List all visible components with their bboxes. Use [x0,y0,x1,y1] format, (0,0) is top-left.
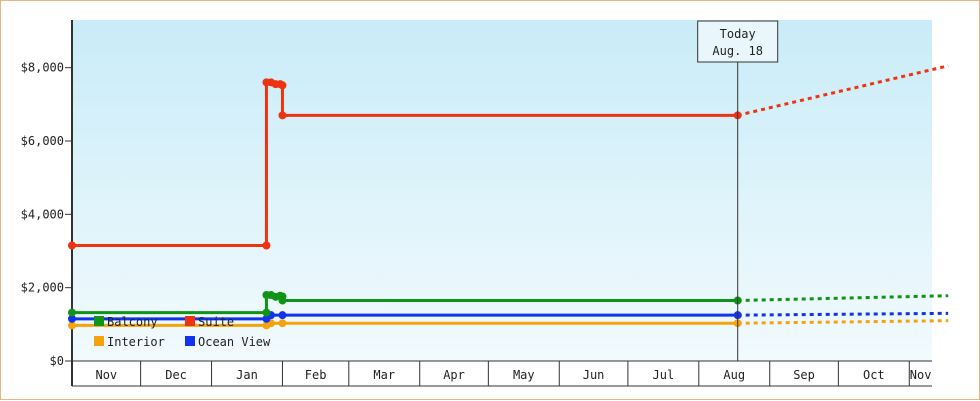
legend-item-interior: Interior [94,335,165,349]
month-label: Aug [723,368,745,382]
today-label: Today [720,27,756,41]
data-point [278,319,287,328]
month-label: Jul [653,368,675,382]
legend-swatch [185,336,195,346]
series-balcony [68,291,949,317]
month-label: Jan [236,368,258,382]
y-tick-label: $8,000 [21,61,64,75]
forecast-line [737,311,949,317]
month-label: Apr [443,368,465,382]
legend-label: Balcony [107,315,158,329]
legend-swatch [94,316,104,326]
data-point [68,308,76,317]
series-lines [68,64,949,330]
month-label: Nov [910,368,932,382]
y-tick-label: $6,000 [21,134,64,148]
today-date-label: Aug. 18 [712,44,763,58]
legend-swatch [185,316,195,326]
data-point [278,81,287,90]
y-tick-label: $2,000 [21,281,64,295]
data-point [262,308,271,317]
legend: Balcony Suite Interior Ocean View [94,315,271,349]
month-label: Sep [793,368,815,382]
forecast-line [737,294,949,302]
today-box [697,20,779,63]
data-point [68,314,76,323]
data-point [68,241,76,250]
month-label: Feb [305,368,327,382]
month-label: Nov [95,368,117,382]
legend-item-suite: Suite [185,315,234,329]
today-marker: Today Aug. 18 [697,20,779,361]
legend-label: Ocean View [198,335,271,349]
series-suite [68,64,949,250]
axes: $0 $2,000 $4,000 $6,000 $8,000 Nov Dec Jan Feb Ma… [21,20,932,387]
y-tick-label: $0 [50,354,64,368]
y-tick-label: $4,000 [21,207,64,221]
legend-item-balcony: Balcony [94,315,158,329]
forecast-line [737,319,949,325]
data-point [68,321,76,330]
legend-swatch [94,336,104,346]
plot-background [72,20,932,361]
data-point [262,241,271,250]
month-label: Mar [373,368,395,382]
legend-label: Suite [198,315,234,329]
data-point [278,311,287,320]
data-point [278,111,287,120]
legend-label: Interior [107,335,165,349]
month-label: Oct [863,368,885,382]
data-point [278,296,287,305]
legend-item-ocean-view: Ocean View [185,335,271,349]
month-label: May [513,368,535,382]
series-interior [68,319,949,330]
month-label: Dec [165,368,187,382]
month-label: Jun [583,368,605,382]
